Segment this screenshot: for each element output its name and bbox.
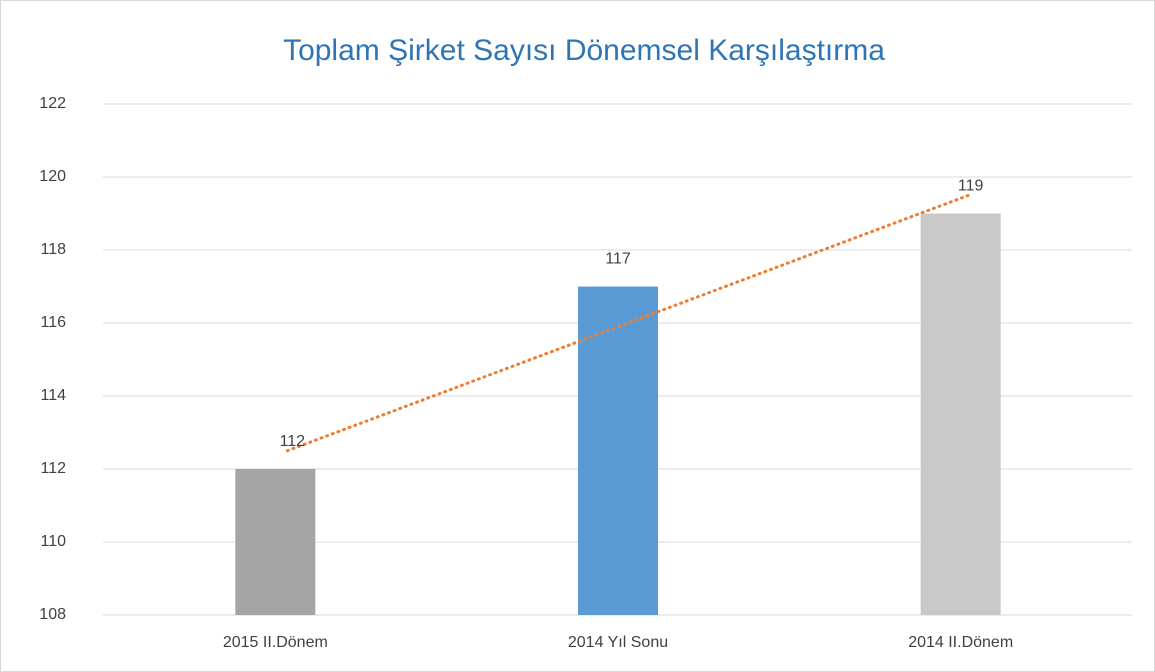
y-tick-label: 112 <box>40 460 66 477</box>
y-tick-label: 118 <box>40 241 66 258</box>
data-label: 112 <box>280 433 306 450</box>
x-tick-label: 2014 II.Dönem <box>908 634 1013 651</box>
bar <box>920 213 1001 615</box>
bar <box>235 469 316 615</box>
chart-title: Toplam Şirket Sayısı Dönemsel Karşılaştı… <box>283 34 885 67</box>
trendline <box>285 193 971 453</box>
y-tick-label: 114 <box>40 387 66 404</box>
x-tick-label: 2014 Yıl Sonu <box>568 634 668 651</box>
bar <box>578 286 658 615</box>
y-tick-label: 108 <box>39 606 66 623</box>
y-tick-label: 110 <box>40 533 66 550</box>
y-tick-label: 122 <box>39 95 66 112</box>
y-tick-label: 116 <box>40 314 66 331</box>
data-label: 117 <box>605 251 631 268</box>
x-tick-label: 2015 II.Dönem <box>223 634 328 651</box>
data-label: 119 <box>958 178 984 195</box>
y-tick-label: 120 <box>39 168 66 185</box>
